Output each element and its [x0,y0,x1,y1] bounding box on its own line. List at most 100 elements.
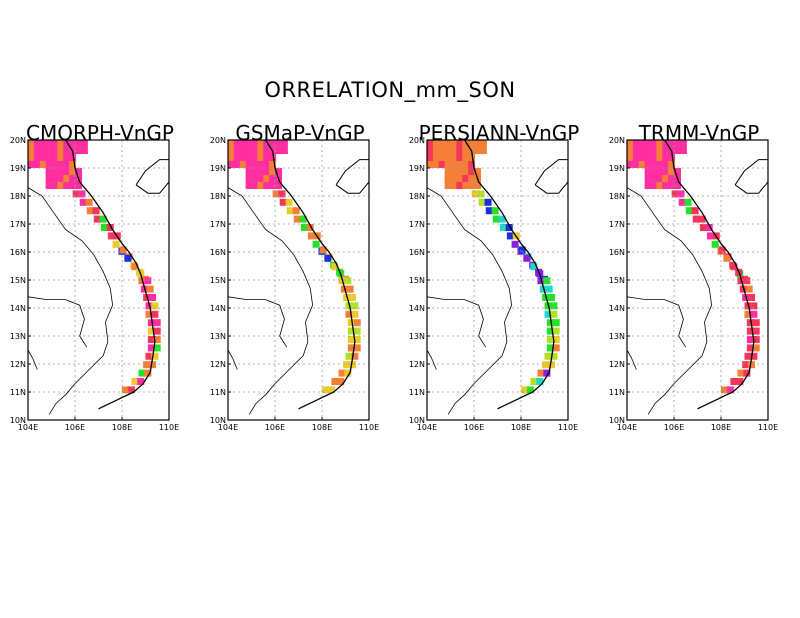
cell-north [51,161,59,168]
cell-south [550,302,558,310]
cell-mid [685,207,693,215]
lat-tick-label: 17N [210,220,226,229]
cell-north [63,147,71,154]
cell-north [462,154,470,161]
cell-north [674,182,681,189]
cell-north [245,182,253,189]
lon-tick-label: 106E [464,423,484,432]
cell-north [233,154,241,161]
cell-north [468,182,476,189]
cell-north [28,154,35,161]
cell-mid [478,198,486,206]
cell-south [353,336,361,343]
cell-mid [85,198,93,206]
cell-north [656,147,664,154]
cell-north [450,175,458,182]
cell-north [662,161,670,168]
cell-south [143,361,151,369]
cell-north [251,154,259,161]
cell-north [233,161,241,168]
cell-south [146,285,154,293]
cell-north [638,161,646,168]
lat-tick-label: 13N [10,332,26,341]
cell-mid [491,207,499,215]
cell-north [627,161,634,168]
lon-tick-label: 110E [758,423,778,432]
cell-mid [698,215,706,223]
cell-south [138,369,146,377]
cell-south [542,361,550,369]
cell-north [662,140,670,147]
grid-lines [427,140,568,420]
cell-north [450,161,458,168]
cell-north [656,161,664,168]
cell-south [151,352,159,360]
cell-south [721,386,728,394]
cell-north [251,175,259,182]
cell-north [662,182,670,189]
cell-bend [523,254,531,262]
cell-north [257,147,265,154]
cell-south [145,352,153,360]
cell-north [456,168,464,175]
cell-north [275,147,282,154]
cell-north [63,182,71,189]
country-border [27,349,38,370]
cell-south [144,277,152,285]
cell-mid [471,190,479,198]
cell-north [662,175,670,182]
cell-mid [505,224,513,231]
cell-south [552,319,560,327]
lat-tick-label: 12N [609,360,625,369]
cell-south [545,285,553,293]
cell-south [543,277,551,285]
cell-mid [78,190,86,198]
country-border [227,296,288,348]
cell-mid [484,198,492,206]
cell-north [474,168,481,175]
cell-north [668,154,676,161]
cell-north [444,140,452,147]
cell-north [638,140,646,147]
cell-north [57,175,65,182]
cell-north [679,140,687,147]
lon-tick-label: 108E [112,423,132,432]
cell-north [63,175,71,182]
cell-south [153,344,161,352]
cell-south [351,302,359,310]
cell-north [51,168,59,175]
cell-north [650,140,658,147]
lat-tick-label: 14N [10,304,26,313]
cell-north [69,154,77,161]
cell-north [280,147,288,154]
lat-tick-label: 11N [409,388,425,397]
cell-bend [119,246,127,254]
lon-tick-label: 110E [359,423,379,432]
cell-mid [499,224,507,231]
cell-north [644,168,652,175]
lat-tick-label: 11N [609,388,625,397]
cell-north [450,140,458,147]
cell-north [427,154,434,161]
cell-south [149,294,157,301]
cell-south [744,352,752,360]
cell-south [746,319,754,327]
cell-north [263,182,271,189]
cell-north [644,161,652,168]
cell-north [28,140,35,147]
cell-north [51,154,59,161]
cell-north [638,147,646,154]
cell-north [245,154,253,161]
cell-south [546,327,554,335]
cell-mid [699,224,707,231]
cell-south [726,386,734,394]
cell-south [752,327,760,335]
country-border [426,187,513,415]
cell-north [462,182,470,189]
cell-north [427,147,434,154]
cell-mid [299,215,307,223]
cell-north [668,168,676,175]
cell-mid [286,207,294,215]
cell-south [744,310,752,318]
